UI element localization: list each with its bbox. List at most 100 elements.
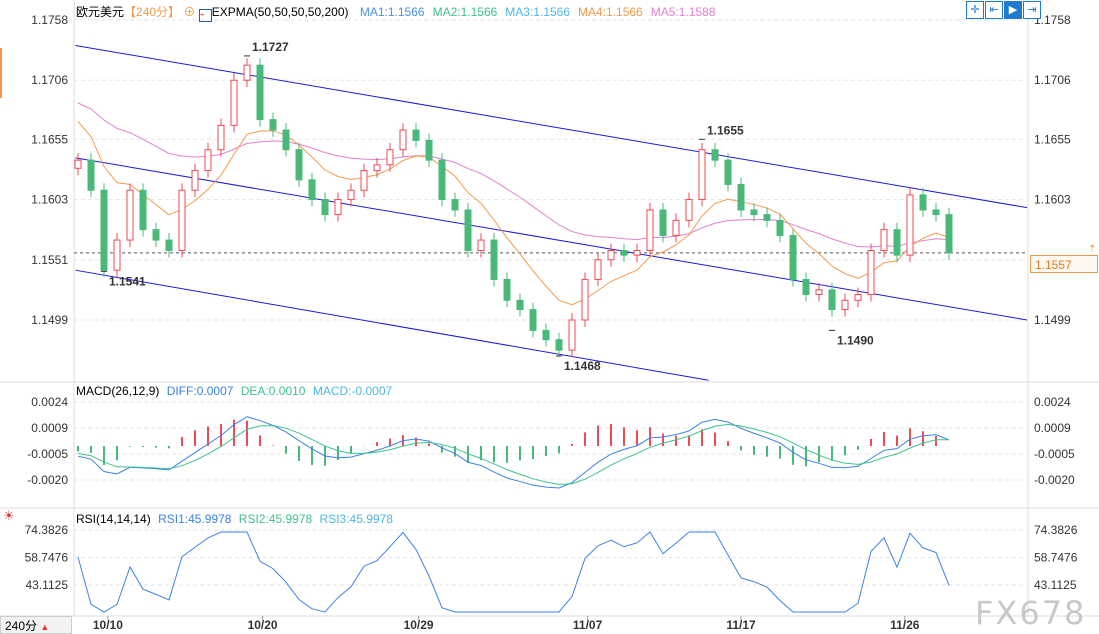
- candle-body: [464, 209, 472, 252]
- period-label: 【240分】: [124, 5, 181, 19]
- candle-body: [204, 149, 212, 172]
- macd-tick-right: 0.0009: [1034, 421, 1071, 435]
- macd-tick-left: -0.0020: [27, 473, 68, 487]
- candle: [412, 123, 420, 148]
- time-label: 10/20: [248, 618, 278, 632]
- price-tick-left: 1.1706: [31, 73, 68, 87]
- candle: [204, 142, 212, 178]
- symbol-name: 欧元美元: [76, 5, 125, 19]
- candle: [477, 233, 485, 258]
- candle: [347, 183, 355, 207]
- candle: [945, 207, 953, 260]
- candle: [620, 243, 628, 263]
- candle: [269, 112, 277, 137]
- play-icon[interactable]: ▶: [1004, 1, 1022, 19]
- settings-icon[interactable]: ⊕: [183, 5, 196, 19]
- candle: [841, 293, 849, 317]
- time-label: 10/10: [93, 618, 123, 632]
- candle-body: [113, 239, 121, 271]
- candle: [880, 222, 888, 258]
- candle-body: [906, 194, 914, 256]
- candle-body: [685, 199, 693, 221]
- candle: [308, 172, 316, 207]
- candle: [178, 183, 186, 258]
- period-selector-label: 240分: [5, 619, 38, 633]
- candle-body: [542, 329, 550, 341]
- candle: [282, 123, 290, 157]
- candle: [646, 203, 654, 258]
- macd-dea: DEA:0.0010: [240, 384, 306, 398]
- macd-tick-right: 0.0024: [1034, 395, 1071, 409]
- candle: [763, 207, 771, 228]
- candle: [256, 58, 264, 127]
- candle: [74, 153, 82, 176]
- candle-body: [581, 278, 589, 321]
- time-label: 11/17: [726, 618, 756, 632]
- macd-tick-left: 0.0009: [31, 421, 68, 435]
- candle-body: [607, 250, 615, 261]
- candle-body: [828, 289, 836, 311]
- candle: [386, 142, 394, 172]
- rsi-tick-right: 74.3826: [1034, 523, 1078, 537]
- candle-body: [919, 194, 927, 211]
- price-annotation: 1.1490: [837, 333, 874, 347]
- candle: [490, 233, 498, 287]
- rsi-line: [77, 531, 950, 613]
- candle: [230, 73, 238, 133]
- ma-legend-4: MA4:1.1566: [578, 5, 643, 19]
- candle-body: [802, 278, 810, 296]
- candle: [607, 243, 615, 267]
- price-tick-right: 1.1603: [1034, 193, 1071, 207]
- macd-tick-right: -0.0020: [1034, 473, 1075, 487]
- candle-body: [412, 129, 420, 141]
- candle-body: [451, 199, 459, 211]
- indicator-chart-icon[interactable]: ⌁: [198, 9, 212, 22]
- candle-body: [230, 79, 238, 126]
- candle: [711, 142, 719, 168]
- candle-body: [373, 164, 381, 172]
- candle: [165, 233, 173, 258]
- fit-end-icon[interactable]: ⇥: [1023, 1, 1041, 19]
- candle: [594, 252, 602, 287]
- candle: [373, 157, 381, 178]
- candle-body: [737, 183, 745, 211]
- candle: [659, 203, 667, 243]
- rsi-tick-right: 43.1125: [1034, 578, 1077, 592]
- candle-body: [308, 179, 316, 201]
- candle-body: [815, 289, 823, 296]
- fit-start-icon[interactable]: ⇤: [985, 1, 1003, 19]
- rsi1: RSI1:45.9978: [158, 512, 232, 526]
- macd-title: MACD(26,12,9): [76, 384, 160, 398]
- candle-body: [100, 189, 108, 271]
- channel-line-3: [75, 269, 709, 381]
- dea-line: [77, 424, 950, 485]
- crosshair-icon[interactable]: ✛: [966, 1, 984, 19]
- candle: [191, 163, 199, 198]
- ma-legend-3: MA3:1.1566: [505, 5, 571, 19]
- macd-value: MACD:-0.0007: [312, 384, 393, 398]
- candle: [516, 293, 524, 317]
- candle: [828, 282, 836, 317]
- candle-body: [425, 139, 433, 161]
- candle-body: [854, 294, 862, 301]
- candle: [438, 153, 446, 207]
- candle: [932, 203, 940, 222]
- ema-slow-line: [77, 102, 950, 248]
- watermark-logo: FX678: [975, 594, 1087, 632]
- candle-body: [360, 170, 368, 191]
- price-annotation: 1.1727: [252, 40, 289, 54]
- panel-marker: [0, 48, 2, 98]
- macd-legend: MACD(26,12,9) DIFF:0.0007 DEA:0.0010 MAC…: [76, 384, 392, 398]
- candle-body: [867, 250, 875, 296]
- candle: [542, 323, 550, 347]
- ma-legend-5: MA5:1.1588: [650, 5, 716, 19]
- candle-body: [698, 149, 706, 201]
- candle-body: [386, 149, 394, 166]
- candle-body: [646, 209, 654, 252]
- period-selector-button[interactable]: 240分 ▲: [0, 616, 72, 634]
- candle: [217, 118, 225, 157]
- indicator-settings-icon[interactable]: ☀: [3, 508, 15, 523]
- price-tick-left: 1.1655: [31, 132, 68, 146]
